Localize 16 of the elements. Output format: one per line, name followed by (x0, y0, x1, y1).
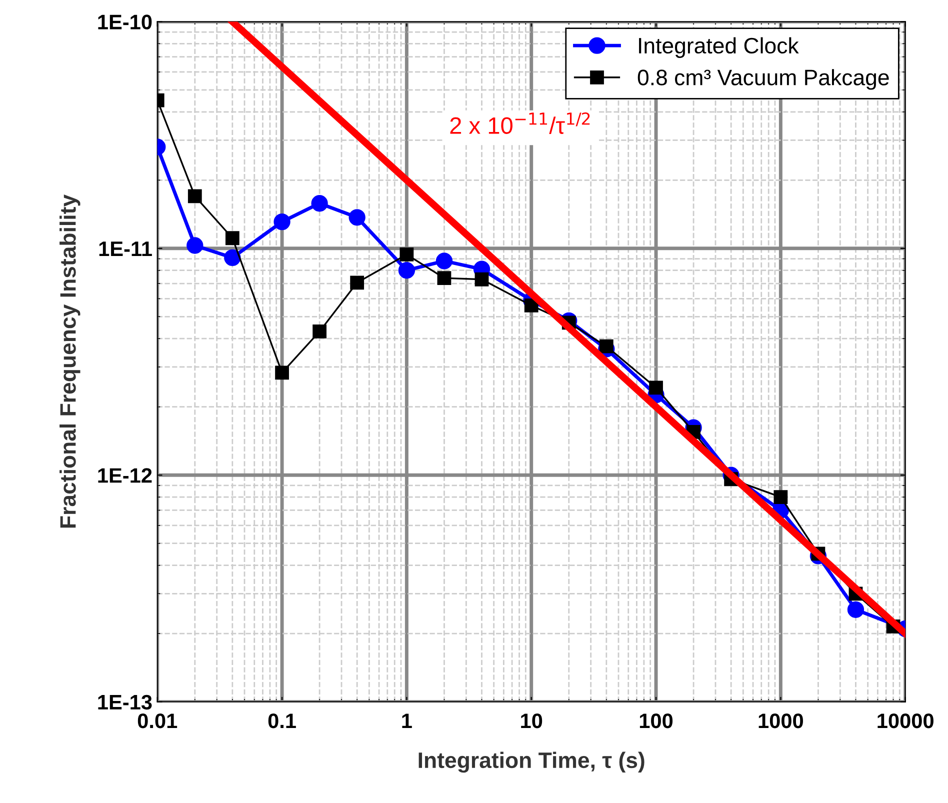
x-axis-title: Integration Time, τ (s) (418, 752, 644, 773)
x-tick-label: 1 (402, 714, 412, 728)
legend-label: Integrated Clock (639, 37, 799, 58)
x-tick-label: 10000 (878, 713, 934, 728)
legend-label: 0.8 cm³ Vacuum Pakcage (638, 69, 889, 90)
y-tick-label: 1E-10 (98, 14, 152, 30)
y-axis-title: Fractional Frequency Instability (60, 194, 80, 528)
x-tick-label: 1000 (758, 713, 803, 728)
x-tick-label: 0.1 (268, 713, 296, 728)
x-tick-label: 0.01 (138, 713, 178, 728)
annotation: 2 x 10$^{−11}$/τ$^{1/2}$ (450, 112, 590, 134)
y-tick-label: 1E-11 (99, 242, 152, 256)
y-tick-label: 1E-12 (98, 468, 152, 483)
x-tick-label: 100 (640, 713, 673, 728)
x-tick-label: 10 (521, 713, 542, 728)
y-tick-label: 1E-13 (98, 694, 152, 710)
